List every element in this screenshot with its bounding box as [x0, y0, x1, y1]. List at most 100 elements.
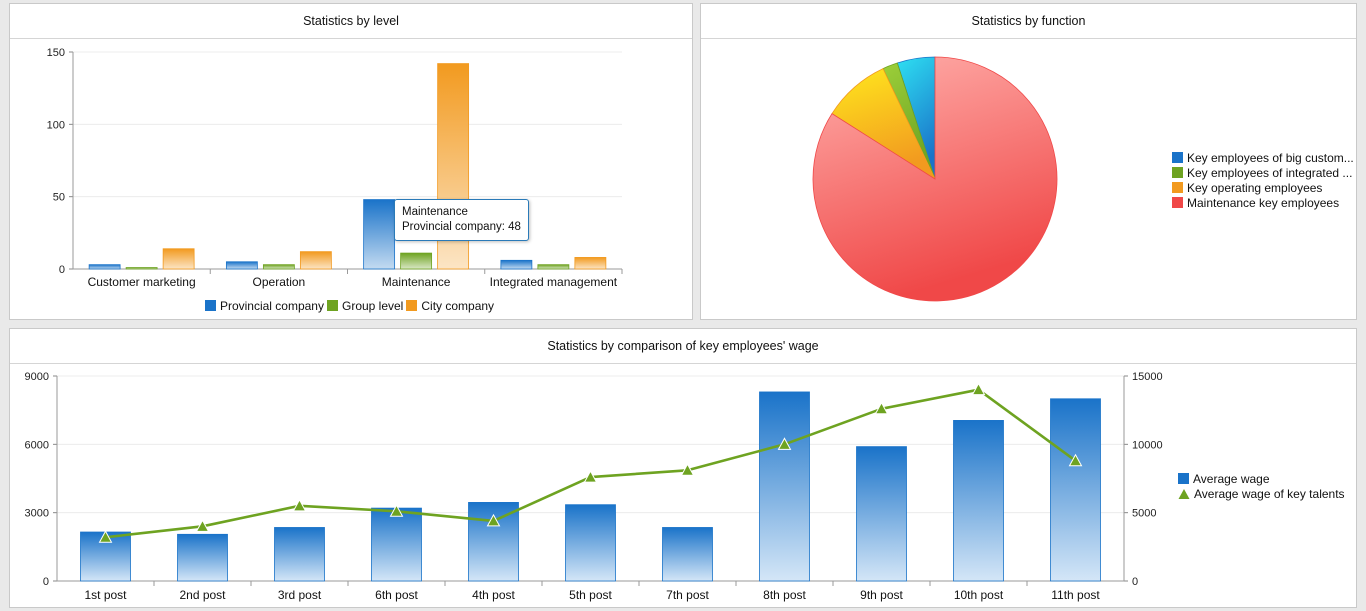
- line-point-marker[interactable]: [486, 513, 501, 527]
- x-tick-label: 9th post: [860, 588, 903, 602]
- legend-label: Average wage: [1193, 471, 1270, 486]
- level-chart-tooltip: Maintenance Provincial company: 48: [394, 199, 529, 241]
- legend-swatch: [1172, 167, 1183, 178]
- wage-combo-chart: 0 3000 6000 9000 0 5000 10000 15000 1st post 2nd …: [25, 371, 1163, 602]
- bar-average-wage[interactable]: [1050, 398, 1101, 582]
- line-point-marker[interactable]: [98, 530, 113, 543]
- bar-city-company[interactable]: [574, 257, 607, 270]
- legend-label: Provincial company: [219, 298, 324, 313]
- line-point-marker[interactable]: [971, 382, 986, 396]
- tooltip-value: Provincial company: 48: [402, 221, 521, 233]
- legend-swatch: [204, 300, 216, 311]
- line-point-marker[interactable]: [583, 470, 598, 483]
- legend-label: Key employees of integrated ...: [1187, 165, 1353, 180]
- function-chart-title: Statistics by function: [701, 4, 1356, 39]
- y2-tick-label: 0: [1132, 576, 1138, 588]
- wage-chart-title: Statistics by comparison of key employee…: [10, 329, 1356, 364]
- bar-group-level[interactable]: [400, 252, 433, 270]
- level-chart-title: Statistics by level: [10, 4, 692, 39]
- y-tick-label: 50: [53, 192, 65, 204]
- line-point-marker[interactable]: [389, 504, 404, 517]
- bar-average-wage[interactable]: [177, 533, 228, 582]
- wage-chart-panel: Statistics by comparison of key employee…: [9, 328, 1357, 608]
- x-tick-label: 11th post: [1051, 588, 1100, 602]
- legend-label: Key operating employees: [1187, 180, 1323, 195]
- function-legend-item[interactable]: Key employees of big custom...: [1172, 150, 1354, 165]
- y2-tick-label: 10000: [1132, 439, 1163, 451]
- y-tick-label: 0: [43, 576, 49, 588]
- bar-city-company[interactable]: [162, 248, 195, 270]
- line-point-marker[interactable]: [1068, 453, 1083, 467]
- y-tick-label: 150: [47, 47, 65, 59]
- y-tick-label: 9000: [25, 371, 49, 383]
- wage-legend-item[interactable]: Average wage of key talents: [1178, 486, 1345, 501]
- y-tick-label: 6000: [25, 439, 49, 451]
- legend-swatch: [1172, 152, 1183, 163]
- bar-provincial-company[interactable]: [363, 199, 396, 270]
- line-point-marker[interactable]: [874, 401, 889, 415]
- bar-average-wage[interactable]: [662, 527, 713, 582]
- x-tick-label: 2nd post: [179, 588, 226, 602]
- bar-group-level[interactable]: [262, 264, 295, 270]
- level-legend-item[interactable]: Group level: [326, 298, 404, 313]
- wage-legend-item[interactable]: Average wage: [1178, 471, 1345, 486]
- function-legend-item[interactable]: Key employees of integrated ...: [1172, 165, 1354, 180]
- bar-group-level[interactable]: [125, 267, 158, 270]
- x-tick-label: 8th post: [763, 588, 806, 602]
- wage-chart-legend: Average wage Average wage of key talents: [1178, 471, 1345, 501]
- line-point-marker[interactable]: [777, 437, 792, 450]
- bar-provincial-company[interactable]: [225, 261, 258, 270]
- bar-group-level[interactable]: [537, 264, 570, 270]
- pie-slice-3[interactable]: [812, 56, 1058, 302]
- y-tick-label: 3000: [25, 508, 49, 520]
- tooltip-category: Maintenance: [402, 206, 468, 218]
- function-legend-item[interactable]: Key operating employees: [1172, 180, 1354, 195]
- function-pie-chart: [812, 56, 1058, 302]
- bar-average-wage[interactable]: [856, 446, 907, 582]
- line-point-marker[interactable]: [680, 463, 695, 476]
- bar-average-wage[interactable]: [759, 391, 810, 582]
- x-tick-label: Maintenance: [382, 275, 451, 289]
- x-tick-label: 5th post: [569, 588, 612, 602]
- level-chart-panel: Statistics by level 0 50 100 150 Customer ma…: [9, 3, 693, 320]
- legend-swatch: [1178, 473, 1189, 484]
- function-legend-item[interactable]: Maintenance key employees: [1172, 195, 1354, 210]
- bar-average-wage[interactable]: [953, 420, 1004, 582]
- level-bar-chart: 0 50 100 150 Customer marketing Operation Main…: [47, 47, 623, 289]
- y-tick-label: 100: [47, 119, 65, 131]
- triangle-marker-icon: [1178, 488, 1190, 499]
- line-point-marker[interactable]: [195, 519, 210, 532]
- line-point-marker[interactable]: [292, 498, 307, 512]
- bar-provincial-company[interactable]: [500, 259, 533, 270]
- level-legend-item[interactable]: Provincial company: [204, 298, 324, 313]
- x-tick-label: Operation: [253, 275, 306, 289]
- legend-swatch: [1172, 197, 1183, 208]
- legend-label: Average wage of key talents: [1194, 486, 1345, 501]
- x-tick-label: 6th post: [375, 588, 418, 602]
- legend-label: Key employees of big custom...: [1187, 150, 1354, 165]
- x-tick-label: Customer marketing: [88, 275, 196, 289]
- level-legend-item[interactable]: City company: [406, 298, 494, 313]
- y2-tick-label: 15000: [1132, 371, 1163, 383]
- function-chart-panel: Statistics by function Key employees of …: [700, 3, 1357, 320]
- legend-swatch: [1172, 182, 1183, 193]
- x-tick-label: 10th post: [954, 588, 1004, 602]
- legend-swatch: [326, 300, 338, 311]
- bar-average-wage[interactable]: [565, 504, 616, 582]
- x-tick-label: 3rd post: [278, 588, 322, 602]
- legend-label: Group level: [341, 298, 404, 313]
- legend-swatch: [406, 300, 418, 311]
- x-tick-label: 7th post: [666, 588, 709, 602]
- bar-provincial-company[interactable]: [88, 264, 121, 270]
- y-tick-label: 0: [59, 264, 65, 276]
- x-tick-label: Integrated management: [490, 275, 618, 289]
- x-tick-label: 1st post: [84, 588, 127, 602]
- legend-label: Maintenance key employees: [1187, 195, 1340, 210]
- y2-tick-label: 5000: [1132, 508, 1156, 520]
- bar-city-company[interactable]: [299, 251, 332, 270]
- x-tick-label: 4th post: [472, 588, 515, 602]
- function-chart-legend: Key employees of big custom... Key employ…: [1172, 150, 1354, 210]
- level-chart-legend: Provincial company Group level City compan…: [10, 298, 692, 313]
- bar-average-wage[interactable]: [274, 527, 325, 582]
- bar-average-wage[interactable]: [371, 507, 422, 582]
